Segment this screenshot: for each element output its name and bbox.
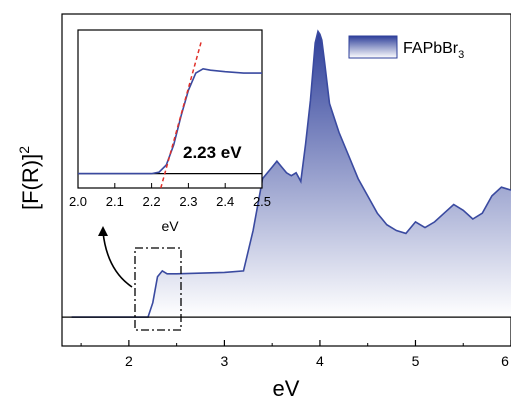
x-tick-label: 3: [221, 353, 229, 369]
legend-label-sub: 3: [458, 49, 464, 61]
inset-ticks-layer: 2.0 2.1 2.2 2.3 2.4 2.5: [69, 183, 271, 209]
inset-x-tick-label: 2.2: [143, 194, 161, 209]
legend: FAPbBr3: [348, 35, 464, 61]
legend-label: FAPbBr3: [403, 40, 464, 61]
inset-tangent-line: [160, 41, 203, 189]
series-line: [71, 29, 511, 318]
inset-x-tick-label: 2.1: [106, 194, 124, 209]
x-axis-title: eV: [273, 376, 300, 401]
inset-x-tick-label: 2.3: [179, 194, 197, 209]
y-axis-title-base: [F(R)]: [18, 154, 43, 210]
main-plot-frame: [61, 13, 511, 347]
legend-swatch: [348, 35, 398, 59]
main-area-layer: [71, 29, 511, 318]
inset-x-tick-label: 2.4: [216, 194, 234, 209]
zoom-arrow: [102, 231, 133, 288]
x-tick-label: 6: [501, 353, 509, 369]
x-tick-label: 5: [412, 353, 420, 369]
inset-plot-frame: [77, 29, 263, 189]
x-tick-label: 4: [316, 353, 324, 369]
inset-annotation: 2.23 eV: [183, 143, 242, 162]
y-axis-title: [F(R)]2: [16, 146, 43, 210]
main-ticks-layer: 2 3 4 5 6: [80, 340, 511, 369]
zoom-arrow-head: [98, 226, 108, 236]
y-axis-title-sup: 2: [16, 146, 32, 154]
inset-x-tick-label: 2.0: [69, 194, 87, 209]
series-area-fill: [71, 31, 511, 318]
inset-layer: [78, 41, 262, 189]
inset-x-axis-title: eV: [161, 218, 179, 234]
inset-x-tick-label: 2.5: [253, 194, 271, 209]
legend-label-base: FAPbBr: [403, 40, 459, 57]
x-tick-label: 2: [125, 353, 133, 369]
zoom-region-box: [134, 247, 182, 331]
